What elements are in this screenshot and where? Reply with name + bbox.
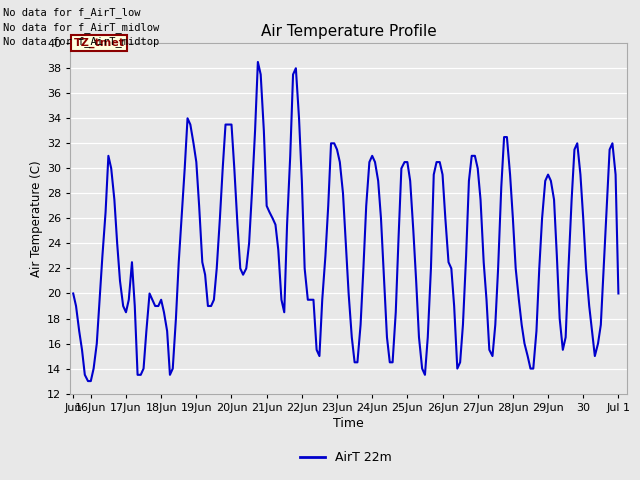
X-axis label: Time: Time <box>333 417 364 430</box>
Text: No data for f_AirT_midlow: No data for f_AirT_midlow <box>3 22 159 33</box>
Title: Air Temperature Profile: Air Temperature Profile <box>261 24 436 39</box>
Y-axis label: Air Temperature (C): Air Temperature (C) <box>30 160 43 276</box>
Text: No data for f_AirT_midtop: No data for f_AirT_midtop <box>3 36 159 47</box>
Text: TZ_tmet: TZ_tmet <box>74 37 125 48</box>
Legend: AirT 22m: AirT 22m <box>295 446 396 469</box>
Text: No data for f_AirT_low: No data for f_AirT_low <box>3 7 141 18</box>
